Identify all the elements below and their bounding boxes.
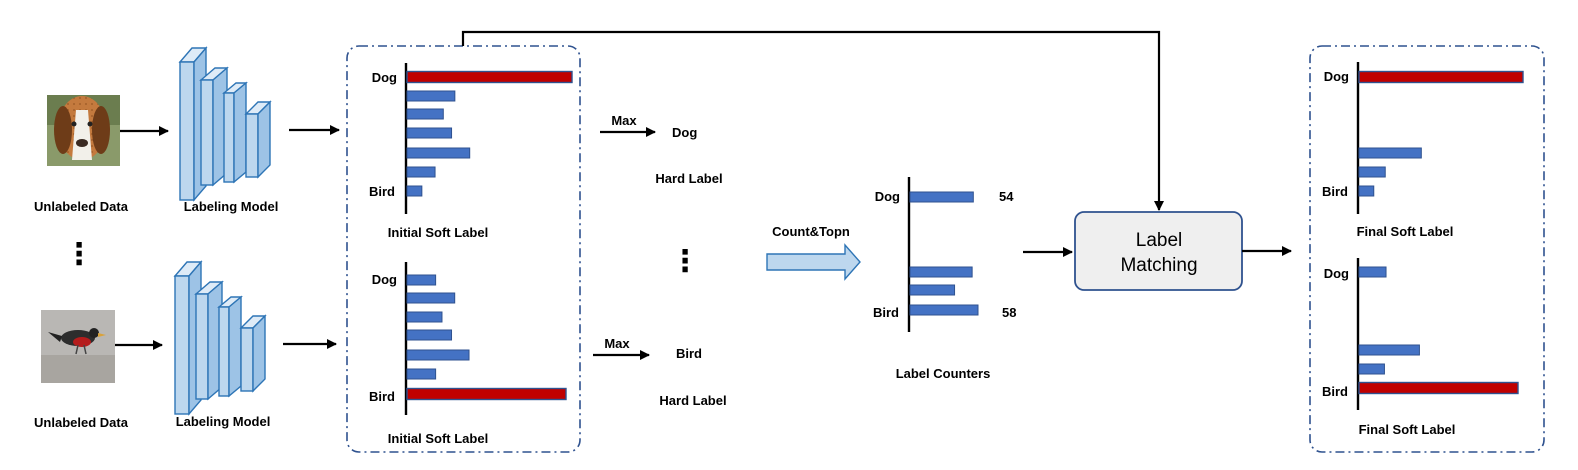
soft-label-bar: [1358, 344, 1420, 356]
soft-top-bird-label: Bird: [369, 184, 395, 199]
model-layer-front: [195, 293, 209, 400]
model-layer-front: [240, 327, 254, 392]
soft-label-bar: [406, 368, 437, 380]
counters-bird-value: 58: [1002, 305, 1016, 320]
bird-photo-icon: [41, 310, 115, 383]
max-op-top: Max: [611, 113, 637, 128]
input-bottom-caption: Unlabeled Data: [34, 415, 129, 430]
block-arrow-icon: [766, 243, 861, 281]
counters-bird-label: Bird: [873, 305, 899, 320]
label-matching-line2: Matching: [1120, 255, 1197, 276]
model-top-caption: Labeling Model: [184, 199, 279, 214]
soft-top-caption: Initial Soft Label: [388, 225, 488, 240]
model-layer-front: [179, 61, 195, 201]
model-layer-front: [218, 306, 230, 397]
final-top-bird-label: Bird: [1322, 184, 1348, 199]
soft-label-bar: [406, 329, 453, 341]
final-bottom-bird-label: Bird: [1322, 384, 1348, 399]
model-layer-side: [252, 314, 266, 393]
cnn-layers-icon: [173, 260, 267, 416]
final-bottom-caption: Final Soft Label: [1359, 422, 1456, 437]
arrow-soft-to-matching: [461, 30, 1164, 211]
cnn-layers-icon: [178, 46, 272, 202]
soft-bottom-caption: Initial Soft Label: [388, 431, 488, 446]
soft-label-max-bar: [1358, 70, 1524, 84]
counter-bar: [909, 304, 979, 316]
dog-photo-icon: [47, 95, 120, 166]
model-layer-front: [223, 92, 235, 183]
counter-bar: [909, 284, 956, 296]
counter-bar: [909, 191, 974, 203]
hard-label-bottom-caption: Hard Label: [659, 393, 726, 408]
max-op-bottom: Max: [604, 336, 630, 351]
final-soft-label-bottom-chart: Dog Bird: [1322, 258, 1519, 410]
soft-label-bar: [1358, 147, 1422, 159]
soft-top-dog-label: Dog: [372, 70, 397, 85]
hard-labels-ellipsis: ⋮: [670, 244, 700, 279]
counters-dog-label: Dog: [875, 189, 900, 204]
label-counters-chart: Dog 54 Bird 58: [873, 177, 1016, 332]
initial-soft-label-top-chart: Dog Bird: [369, 63, 573, 214]
soft-label-max-bar: [406, 70, 573, 84]
soft-label-bar: [1358, 266, 1387, 278]
soft-label-bar: [406, 349, 470, 361]
soft-label-bar: [406, 108, 444, 120]
soft-label-bar: [1358, 363, 1385, 375]
model-layer-front: [245, 113, 259, 178]
model-layer-front: [200, 79, 214, 186]
soft-label-bar: [406, 292, 456, 304]
model-layer-side: [233, 81, 247, 184]
soft-label-bar: [406, 127, 453, 139]
counter-bar: [909, 266, 973, 278]
final-top-caption: Final Soft Label: [1357, 224, 1454, 239]
count-topn-label: Count&Topn: [772, 224, 850, 239]
soft-label-max-bar: [1358, 381, 1519, 395]
hard-label-top-caption: Hard Label: [655, 171, 722, 186]
soft-bottom-dog-label: Dog: [372, 272, 397, 287]
soft-label-bar: [406, 166, 436, 178]
soft-bottom-bird-label: Bird: [369, 389, 395, 404]
soft-label-bar: [406, 274, 437, 286]
model-bottom-caption: Labeling Model: [176, 414, 271, 429]
counters-caption: Label Counters: [896, 366, 991, 381]
counters-dog-value: 54: [999, 189, 1014, 204]
soft-label-bar: [406, 311, 443, 323]
inputs-ellipsis: ⋮: [64, 237, 94, 272]
final-soft-label-frame: [1309, 45, 1545, 453]
initial-soft-label-frame: [346, 45, 581, 453]
soft-label-max-bar: [406, 387, 567, 401]
model-layer-front: [174, 275, 190, 415]
final-bottom-dog-label: Dog: [1324, 266, 1349, 281]
label-matching-line1: Label: [1136, 230, 1183, 251]
model-layer-side: [257, 100, 271, 179]
final-top-dog-label: Dog: [1324, 69, 1349, 84]
soft-label-bar: [406, 147, 471, 159]
label-matching-box: [1074, 211, 1243, 291]
soft-label-bar: [1358, 166, 1386, 178]
initial-soft-label-bottom-chart: Dog Bird: [369, 262, 567, 415]
soft-label-bar: [406, 185, 423, 197]
soft-label-bar: [1358, 185, 1375, 197]
model-layer-side: [228, 295, 242, 398]
input-top-caption: Unlabeled Data: [34, 199, 129, 214]
soft-label-bar: [406, 90, 456, 102]
hard-label-top-value: Dog: [672, 125, 697, 140]
hard-label-bottom-value: Bird: [676, 346, 702, 361]
final-soft-label-top-chart: Dog Bird: [1322, 62, 1524, 214]
